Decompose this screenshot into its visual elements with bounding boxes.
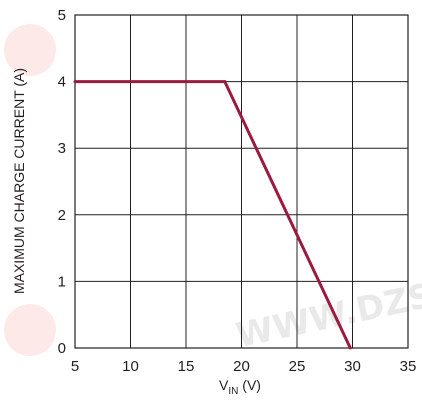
x-tick-label: 25: [289, 358, 306, 375]
x-axis-title-main: V: [219, 377, 229, 393]
y-tick-label: 2: [58, 207, 66, 224]
plot-frame: [74, 14, 409, 349]
x-tick-label: 20: [233, 358, 250, 375]
x-tick-label: 15: [178, 358, 195, 375]
x-tick-labels: 5 10 15 20 25 30 35: [71, 358, 417, 375]
x-axis-title-subscript: IN: [228, 386, 238, 397]
x-tick-label: 30: [344, 358, 361, 375]
x-axis-title-unit: (V): [238, 377, 261, 393]
plot-border: [74, 14, 409, 349]
series-layer: [73, 80, 352, 350]
data-point: [348, 346, 352, 350]
y-tick-labels: 0 1 2 3 4 5: [58, 7, 66, 357]
watermark-text: WWW.DZSC.COM: [232, 249, 422, 356]
y-tick-label: 3: [58, 140, 66, 157]
y-axis-title: MAXIMUM CHARGE CURRENT (A): [11, 68, 27, 294]
y-tick-label: 1: [58, 273, 66, 290]
x-tick-label: 35: [400, 358, 417, 375]
y-tick-label: 0: [58, 340, 66, 357]
y-tick-label: 4: [58, 74, 66, 91]
x-tick-label: 10: [122, 358, 139, 375]
x-tick-label: 5: [71, 358, 79, 375]
data-point: [223, 80, 227, 84]
y-tick-label: 5: [58, 7, 66, 24]
data-point: [73, 80, 77, 84]
x-axis-title: VIN (V): [219, 377, 261, 397]
watermark: WWW.DZSC.COM: [4, 24, 422, 356]
